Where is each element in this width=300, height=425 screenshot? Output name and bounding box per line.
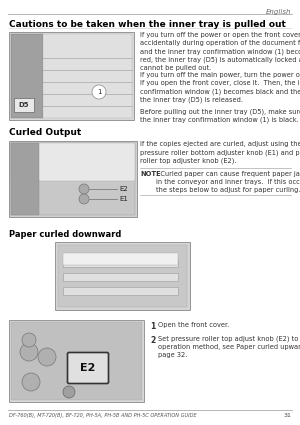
Text: NOTE: NOTE — [140, 171, 160, 177]
FancyBboxPatch shape — [68, 352, 109, 383]
Bar — [14, 98, 34, 112]
Circle shape — [79, 194, 89, 204]
Bar — [63, 259, 178, 267]
Text: E2: E2 — [80, 363, 96, 373]
Text: E1: E1 — [119, 196, 128, 202]
Text: Curled Output: Curled Output — [9, 128, 81, 137]
Circle shape — [22, 333, 36, 347]
Text: : Curled paper can cause frequent paper jams
in the conveyor and inner trays.  I: : Curled paper can cause frequent paper … — [156, 171, 300, 193]
Bar — [11, 322, 142, 400]
Circle shape — [92, 85, 106, 99]
Circle shape — [63, 386, 75, 398]
Text: E2: E2 — [119, 186, 128, 192]
Text: English: English — [266, 9, 291, 15]
Bar — [9, 320, 144, 402]
Bar — [11, 143, 135, 181]
Bar — [43, 34, 132, 118]
Circle shape — [79, 184, 89, 194]
Bar — [63, 273, 178, 281]
Text: If you turn off the main power, turn the power on again.
If you open the front c: If you turn off the main power, turn the… — [140, 72, 300, 103]
Circle shape — [38, 348, 56, 366]
Bar — [63, 287, 178, 295]
Text: 31: 31 — [283, 413, 291, 418]
Bar — [55, 242, 190, 310]
Text: 1: 1 — [97, 89, 101, 95]
Bar — [11, 34, 43, 118]
Text: Cautions to be taken when the inner tray is pulled out: Cautions to be taken when the inner tray… — [9, 20, 286, 29]
Text: Set pressure roller top adjust knob (E2) to ‘1’.  For
operation method, see Pape: Set pressure roller top adjust knob (E2)… — [158, 336, 300, 359]
Bar — [11, 143, 135, 215]
Text: Paper curled downward: Paper curled downward — [9, 230, 122, 239]
Circle shape — [22, 373, 40, 391]
Text: DF-760(B), MT-720(B), BF-720, PH-5A, PH-5B AND PH-5C OPERATION GUIDE: DF-760(B), MT-720(B), BF-720, PH-5A, PH-… — [9, 413, 196, 418]
Text: 2: 2 — [150, 336, 155, 345]
Text: If you turn off the power or open the front cover
accidentally during operation : If you turn off the power or open the fr… — [140, 32, 300, 71]
Text: D5: D5 — [19, 102, 29, 108]
Text: 1: 1 — [150, 322, 155, 331]
Bar — [9, 141, 137, 217]
Bar — [58, 245, 187, 307]
Bar — [9, 32, 134, 120]
Bar — [11, 143, 39, 215]
Bar — [63, 253, 178, 265]
Text: If the copies ejected are curled, adjust using the
pressure roller bottom adjust: If the copies ejected are curled, adjust… — [140, 141, 300, 164]
Text: Open the front cover.: Open the front cover. — [158, 322, 229, 328]
Circle shape — [20, 343, 38, 361]
Text: Before pulling out the inner tray (D5), make sure that
the inner tray confirmati: Before pulling out the inner tray (D5), … — [140, 108, 300, 123]
